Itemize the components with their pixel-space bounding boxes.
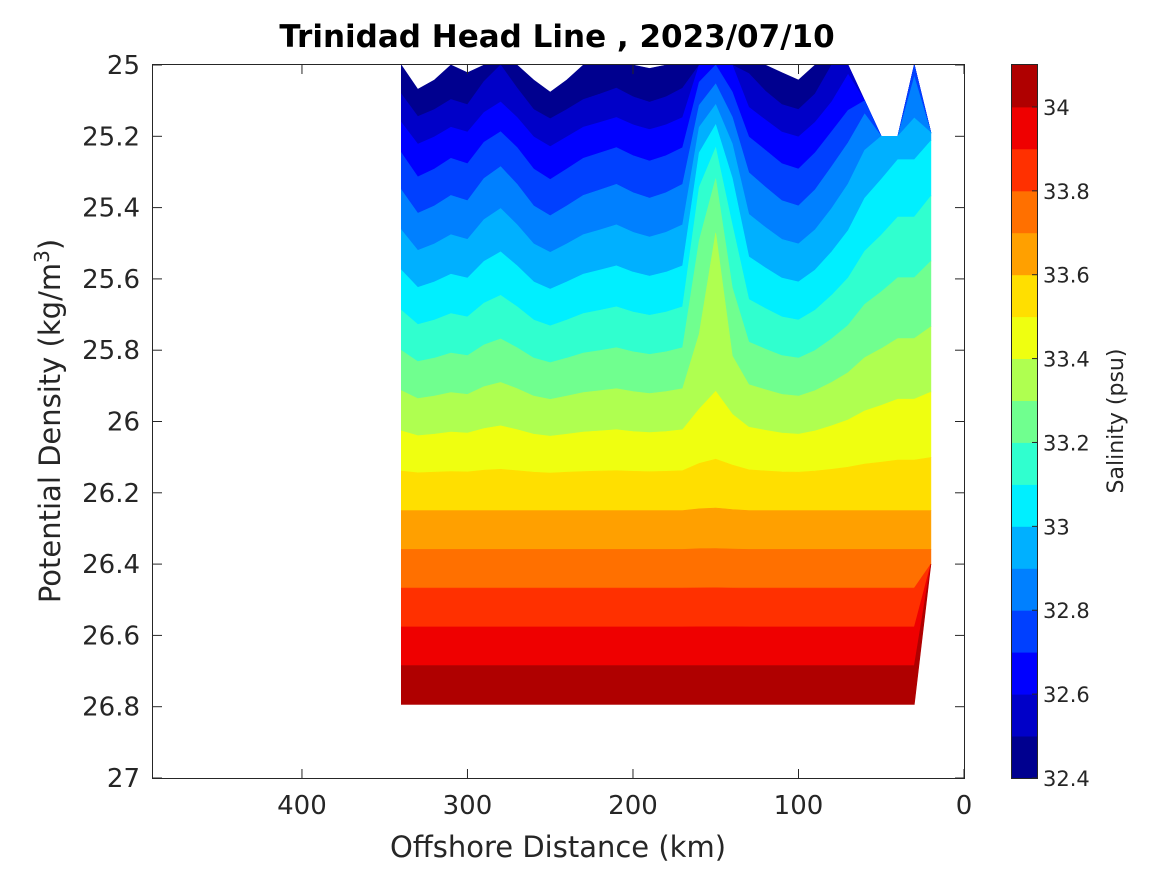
x-tick-label: 400 xyxy=(277,791,327,821)
colorbar-segment xyxy=(1012,400,1037,443)
colorbar-segment xyxy=(1012,526,1037,569)
colorbar-tick-label: 32.4 xyxy=(1043,767,1090,791)
contour-band xyxy=(400,564,932,705)
y-tick-label: 26.2 xyxy=(82,479,140,509)
colorbar-ticks: 32.4 32.6 32.8 33 33.2 33.4 33.6 33.8 34 xyxy=(1032,96,1090,791)
colorbar-segment xyxy=(1012,106,1037,150)
y-tick-label: 26 xyxy=(107,408,140,438)
x-axis: 400 300 200 100 0 xyxy=(277,65,972,821)
y-tick-label: 25.2 xyxy=(82,122,140,152)
y-tick-label: 26.6 xyxy=(82,621,140,651)
chart-title: Trinidad Head Line , 2023/07/10 xyxy=(279,19,834,55)
colorbar-segment xyxy=(1012,190,1037,234)
y-tick-label: 27 xyxy=(107,764,140,794)
colorbar-tick-label: 33.4 xyxy=(1043,348,1090,372)
colorbar-tick-label: 32.6 xyxy=(1043,683,1090,707)
colorbar-tick-label: 34 xyxy=(1043,96,1070,120)
colorbar-segment xyxy=(1012,232,1037,276)
colorbar xyxy=(1012,65,1037,779)
x-tick-label: 200 xyxy=(608,791,658,821)
y-tick-label: 25.6 xyxy=(82,265,140,295)
y-tick-label: 26.8 xyxy=(82,693,140,723)
colorbar-segment xyxy=(1012,274,1037,318)
colorbar-tick-label: 33.6 xyxy=(1043,264,1090,288)
y-axis: 25 25.2 25.4 25.6 25.8 26 26.2 26.4 26.6 26.8 27 xyxy=(82,51,964,794)
x-axis-label: Offshore Distance (km) xyxy=(390,830,726,864)
contour-fill-layer xyxy=(400,64,932,705)
colorbar-segment xyxy=(1012,610,1037,653)
colorbar-segment xyxy=(1012,316,1037,359)
plot-area-frame xyxy=(152,64,965,779)
y-tick-label: 26.4 xyxy=(82,550,140,580)
colorbar-tick-label: 33.2 xyxy=(1043,431,1090,455)
colorbar-segment xyxy=(1012,65,1037,108)
colorbar-segment xyxy=(1012,694,1037,737)
x-tick-label: 100 xyxy=(774,791,824,821)
y-tick-label: 25.4 xyxy=(82,194,140,224)
colorbar-segment xyxy=(1012,736,1037,779)
colorbar-segment xyxy=(1012,442,1037,485)
contour-band xyxy=(400,507,932,550)
colorbar-frame xyxy=(1011,64,1038,779)
x-tick-label: 300 xyxy=(443,791,493,821)
colorbar-tick-label: 33.8 xyxy=(1043,180,1090,204)
y-axis-label: Potential Density (kg/m3) xyxy=(30,239,67,603)
colorbar-tick-label: 32.8 xyxy=(1043,599,1090,623)
colorbar-segment xyxy=(1012,484,1037,527)
colorbar-segment xyxy=(1012,652,1037,695)
y-tick-label: 25 xyxy=(107,51,140,81)
colorbar-segment xyxy=(1012,358,1037,401)
contour-band xyxy=(400,548,932,589)
x-tick-label: 0 xyxy=(956,791,973,821)
colorbar-label: Salinity (psu) xyxy=(1104,349,1129,494)
colorbar-tick-label: 33 xyxy=(1043,515,1070,539)
colorbar-segment xyxy=(1012,568,1037,611)
colorbar-segment xyxy=(1012,148,1037,192)
y-tick-label: 25.8 xyxy=(82,336,140,366)
